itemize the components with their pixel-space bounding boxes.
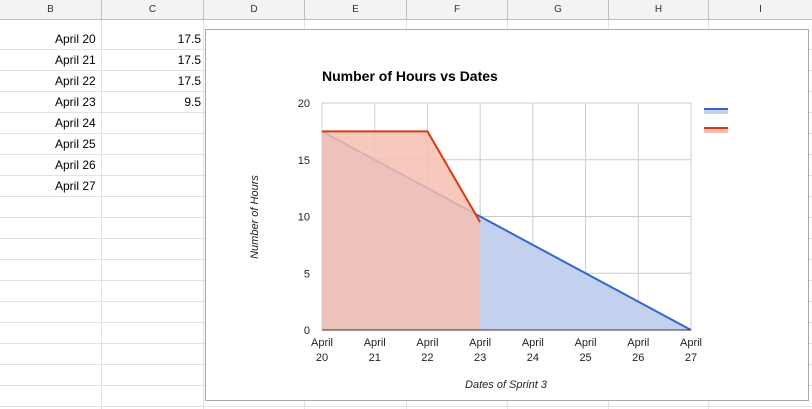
cell-date[interactable]: April 27 bbox=[55, 179, 96, 193]
column-header-F[interactable]: F bbox=[407, 0, 508, 20]
cell-hours[interactable]: 17.5 bbox=[177, 53, 201, 67]
cell-hours[interactable]: 9.5 bbox=[184, 95, 201, 109]
column-header-G[interactable]: G bbox=[508, 0, 609, 20]
column-header-C[interactable]: C bbox=[102, 0, 204, 20]
gridline-column bbox=[203, 20, 204, 409]
y-tick-label: 5 bbox=[304, 268, 310, 280]
cell-hours[interactable]: 17.5 bbox=[177, 74, 201, 88]
y-axis-label: Number of Hours bbox=[249, 175, 261, 259]
y-tick-label: 15 bbox=[298, 155, 310, 167]
cell-date[interactable]: April 20 bbox=[55, 32, 96, 46]
column-header-B[interactable]: B bbox=[0, 0, 102, 20]
cell-date[interactable]: April 22 bbox=[55, 74, 96, 88]
x-tick-label: April 26 bbox=[627, 337, 649, 364]
cell-date[interactable]: April 26 bbox=[55, 158, 96, 172]
y-tick-label: 20 bbox=[298, 98, 310, 110]
column-header-H[interactable]: H bbox=[609, 0, 709, 20]
x-tick-label: April 21 bbox=[364, 337, 386, 364]
cell-date[interactable]: April 23 bbox=[55, 95, 96, 109]
cell-date[interactable]: April 24 bbox=[55, 116, 96, 130]
sheet-row[interactable] bbox=[0, 386, 812, 407]
chart-title: Number of Hours vs Dates bbox=[322, 68, 498, 84]
gridline-column bbox=[101, 20, 102, 409]
cell-hours[interactable] bbox=[102, 113, 201, 134]
column-header-E[interactable]: E bbox=[305, 0, 407, 20]
series-2-line bbox=[322, 130, 482, 223]
column-header-D[interactable]: D bbox=[204, 0, 305, 20]
series-2-area bbox=[322, 131, 481, 330]
x-tick-label: April 24 bbox=[522, 337, 544, 364]
column-header-I[interactable]: I bbox=[709, 0, 812, 20]
embedded-chart[interactable]: Number of Hours vs Dates Number of Hours… bbox=[205, 29, 809, 401]
x-tick-label: April 23 bbox=[469, 337, 491, 364]
x-tick-label: April 22 bbox=[416, 337, 438, 364]
y-tick-label: 10 bbox=[298, 212, 310, 224]
chart-svg: Number of Hours vs Dates Number of Hours… bbox=[249, 68, 728, 391]
x-axis-label: Dates of Sprint 3 bbox=[465, 379, 548, 391]
x-tick-label: April 20 bbox=[311, 337, 333, 364]
cell-hours[interactable]: 17.5 bbox=[177, 32, 201, 46]
x-tick-label: April 27 bbox=[680, 337, 702, 364]
cell-date[interactable]: April 21 bbox=[55, 53, 96, 67]
cell-hours[interactable] bbox=[102, 176, 201, 197]
cell-hours[interactable] bbox=[102, 134, 201, 155]
cell-hours[interactable] bbox=[102, 155, 201, 176]
x-tick-label: April 25 bbox=[575, 337, 597, 364]
legend-swatch-2 bbox=[704, 128, 728, 133]
cell-date[interactable]: April 25 bbox=[55, 137, 96, 151]
y-tick-label: 0 bbox=[304, 325, 310, 337]
legend-swatch-1 bbox=[704, 109, 728, 114]
